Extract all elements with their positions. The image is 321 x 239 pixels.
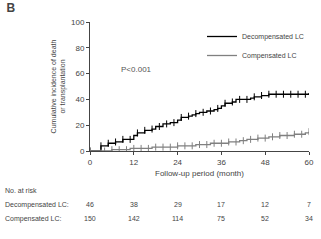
svg-text:60: 60: [305, 158, 314, 167]
svg-text:17: 17: [217, 201, 225, 208]
svg-text:12: 12: [129, 158, 138, 167]
svg-text:36: 36: [217, 158, 226, 167]
svg-text:114: 114: [172, 215, 183, 222]
svg-text:38: 38: [130, 201, 138, 208]
svg-text:24: 24: [173, 158, 182, 167]
svg-text:20: 20: [75, 121, 84, 130]
svg-text:Follow-up period (month): Follow-up period (month): [155, 169, 244, 178]
svg-text:12: 12: [261, 201, 269, 208]
svg-text:P<0.001: P<0.001: [121, 65, 152, 74]
svg-text:Decompensated LC:: Decompensated LC:: [5, 201, 69, 209]
svg-text:60: 60: [75, 69, 84, 78]
svg-text:Compensated LC: Compensated LC: [242, 52, 296, 60]
svg-text:48: 48: [261, 158, 270, 167]
svg-text:40: 40: [75, 95, 84, 104]
svg-text:34: 34: [305, 215, 313, 222]
svg-text:No. at risk: No. at risk: [5, 187, 37, 194]
svg-text:7: 7: [307, 201, 311, 208]
svg-text:29: 29: [174, 201, 182, 208]
svg-text:0: 0: [80, 147, 85, 156]
svg-text:Cumulative incidence of deatho: Cumulative incidence of deathor transpla…: [50, 40, 67, 134]
svg-text:142: 142: [128, 215, 140, 222]
svg-text:46: 46: [86, 201, 94, 208]
svg-text:0: 0: [88, 158, 93, 167]
svg-text:80: 80: [75, 44, 84, 53]
svg-text:100: 100: [71, 18, 85, 27]
svg-text:52: 52: [261, 215, 269, 222]
svg-text:Compensated LC:: Compensated LC:: [5, 215, 65, 223]
svg-text:150: 150: [84, 215, 96, 222]
svg-text:75: 75: [217, 215, 225, 222]
svg-text:Decompensated LC: Decompensated LC: [242, 33, 304, 41]
svg-text:B: B: [6, 1, 15, 15]
